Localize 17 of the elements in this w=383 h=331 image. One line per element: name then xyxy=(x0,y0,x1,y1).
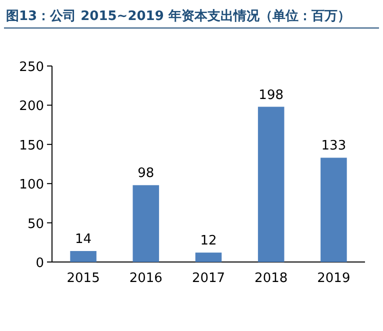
y-tick-label: 0 xyxy=(36,256,44,271)
data-label: 12 xyxy=(200,234,217,249)
y-tick-label: 150 xyxy=(19,138,44,154)
y-tick-label: 200 xyxy=(19,99,44,114)
x-tick-label: 2018 xyxy=(254,271,288,286)
data-label: 133 xyxy=(321,138,346,154)
title: 图13：公司 2015~2019 年资本支出情况（单位：百万） xyxy=(6,9,350,24)
x-tick-label: 2019 xyxy=(317,271,350,286)
data-label: 198 xyxy=(258,88,284,103)
data-label: 14 xyxy=(75,232,92,248)
data-label: 98 xyxy=(138,166,154,182)
y-tick-label: 250 xyxy=(19,60,44,75)
y-tick-label: 50 xyxy=(27,216,44,232)
y-tick-label: 100 xyxy=(19,178,44,193)
x-tick-label: 2017 xyxy=(192,271,226,286)
x-tick-label: 2015 xyxy=(66,271,100,286)
x-tick-label: 2016 xyxy=(129,271,162,286)
